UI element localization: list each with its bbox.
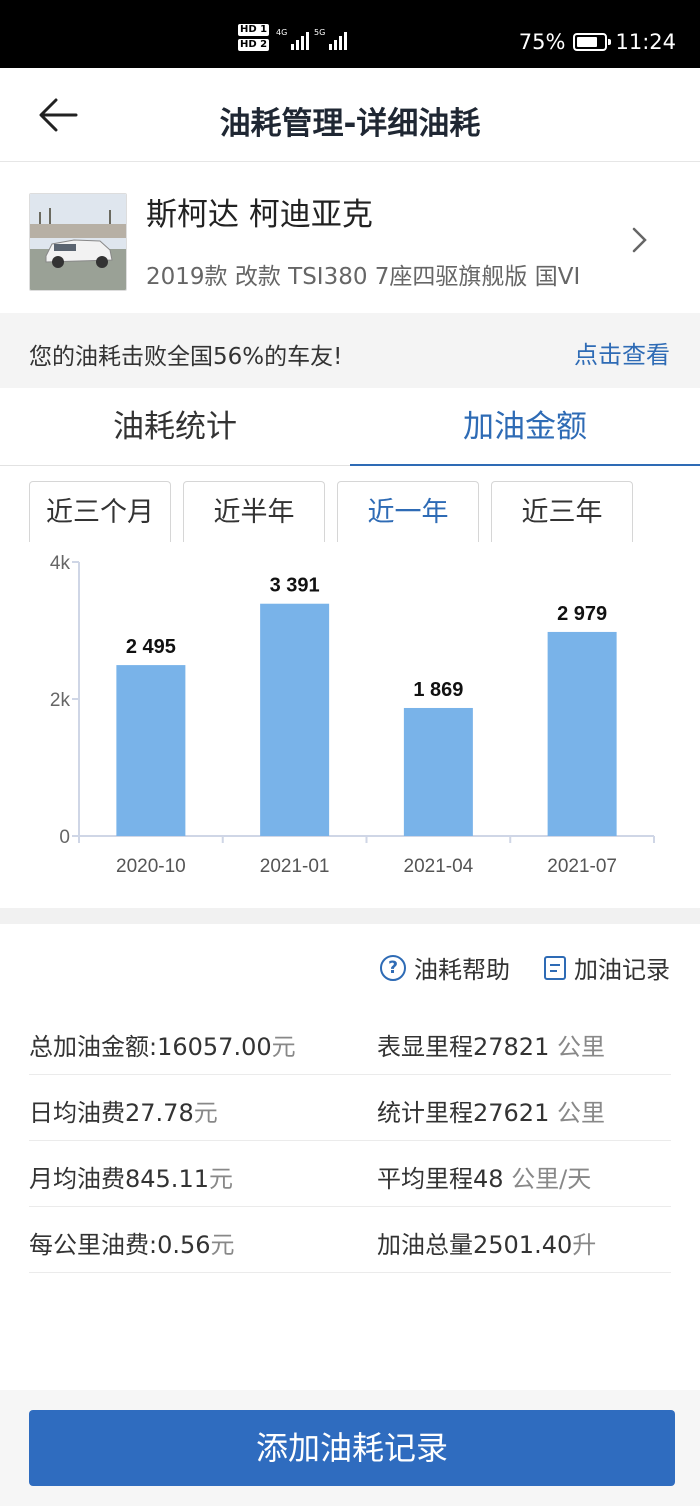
stat-unit: 元	[193, 1099, 218, 1127]
bar-value-label: 2 979	[557, 603, 607, 625]
y-tick-label: 0	[59, 827, 70, 848]
battery-icon	[573, 33, 612, 51]
bar	[260, 603, 330, 836]
bar	[547, 631, 617, 836]
stat-value: 2501.40	[473, 1231, 573, 1259]
stat-tracked-mileage: 统计里程27621 公里	[377, 1093, 605, 1128]
stat-label: 平均里程	[377, 1165, 473, 1193]
period-selector: 近三个月 近半年 近一年 近三年	[0, 466, 700, 542]
tab-fuel-stats[interactable]: 油耗统计	[113, 409, 237, 445]
stat-unit: 元	[271, 1033, 296, 1061]
stat-cost-per-km: 每公里油费:0.56元	[29, 1225, 235, 1260]
hd1-badge: HD 1	[238, 24, 270, 36]
stat-label: 日均油费	[29, 1099, 125, 1127]
back-button[interactable]	[34, 92, 84, 138]
rank-banner: 您的油耗击败全国56%的车友! 点击查看	[0, 313, 700, 388]
stat-row: 月均油费845.11元 平均里程48 公里/天	[29, 1141, 671, 1207]
y-tick-label: 4k	[50, 553, 71, 574]
period-3-years[interactable]: 近三年	[491, 481, 633, 542]
stat-odometer: 表显里程27821 公里	[377, 1027, 605, 1062]
stat-label: 每公里油费	[29, 1231, 149, 1259]
stat-total-amount: 总加油金额:16057.00元	[29, 1027, 296, 1062]
stats-tabs: 油耗统计 加油金额	[0, 388, 700, 467]
hd2-badge: HD 2	[238, 39, 270, 51]
bottom-bar: 添加油耗记录	[0, 1390, 700, 1506]
stat-unit: 升	[572, 1231, 597, 1259]
stats-section: ? 油耗帮助 加油记录 总加油金额:16057.00元 表显里程27821 公里…	[0, 924, 700, 1390]
car-name: 斯柯达 柯迪亚克	[146, 197, 373, 233]
stat-label: 加油总量	[377, 1231, 473, 1259]
refuel-records-button[interactable]: 加油记录	[544, 950, 670, 985]
bar	[116, 665, 186, 836]
x-tick-label: 2021-01	[260, 856, 330, 877]
fuel-help-label: 油耗帮助	[414, 956, 510, 984]
stat-value: 48	[473, 1165, 504, 1193]
bar-value-label: 1 869	[413, 679, 463, 701]
stat-unit: 公里	[557, 1099, 605, 1127]
list-doc-icon	[544, 955, 566, 980]
section-separator	[0, 908, 700, 924]
question-circle-icon: ?	[380, 954, 406, 981]
status-bar: HD 1 HD 2 4G 5G 75% 11:24	[0, 0, 700, 68]
bar-value-label: 2 495	[126, 636, 176, 658]
car-card[interactable]: 斯柯达 柯迪亚克 2019款 改款 TSI380 7座四驱旗舰版 国VI	[0, 163, 700, 313]
stat-unit: 公里	[557, 1033, 605, 1061]
stat-unit: 元	[210, 1231, 235, 1259]
car-thumbnail	[29, 193, 127, 291]
status-right: 75% 11:24	[519, 30, 676, 54]
network-5g-label: 5G	[314, 28, 326, 37]
network-4g-label: 4G	[276, 28, 288, 37]
stat-row: 日均油费27.78元 统计里程27621 公里	[29, 1075, 671, 1141]
bar-value-label: 3 391	[270, 575, 320, 597]
x-tick-label: 2021-04	[404, 856, 474, 877]
stat-daily-cost: 日均油费27.78元	[29, 1093, 218, 1128]
stat-avg-mileage: 平均里程48 公里/天	[377, 1159, 591, 1194]
chevron-right-icon	[628, 225, 650, 255]
x-tick-label: 2021-07	[547, 856, 617, 877]
car-model: 2019款 改款 TSI380 7座四驱旗舰版 国VI	[146, 264, 581, 290]
battery-fill	[577, 37, 597, 47]
refuel-records-label: 加油记录	[574, 956, 670, 984]
stat-label: 统计里程	[377, 1099, 473, 1127]
battery-percent: 75%	[518, 30, 566, 54]
y-tick-label: 2k	[50, 690, 71, 711]
help-row: ? 油耗帮助 加油记录	[346, 950, 670, 985]
period-half-year[interactable]: 近半年	[183, 481, 325, 542]
x-tick-label: 2020-10	[116, 856, 186, 877]
bar	[403, 707, 473, 836]
arrow-left-icon	[39, 98, 78, 132]
stat-label: 表显里程	[377, 1033, 473, 1061]
rank-text: 您的油耗击败全国56%的车友!	[29, 344, 343, 370]
stat-row: 每公里油费:0.56元 加油总量2501.40升	[29, 1207, 671, 1273]
fuel-help-button[interactable]: ? 油耗帮助	[380, 950, 510, 985]
stat-value: :0.56	[149, 1231, 211, 1259]
hd-voice-indicator: HD 1 HD 2	[238, 24, 270, 54]
signal-5g-icon: 5G	[314, 28, 348, 50]
stat-value: 16057.00	[157, 1033, 272, 1061]
refuel-amount-chart: 0 2k 4k 2 495 2020-10 3 391 2021-01 1 869 2021-0…	[0, 542, 700, 908]
app-header: 油耗管理-详细油耗	[0, 68, 700, 162]
period-1-year[interactable]: 近一年	[337, 481, 479, 542]
stat-label: 总加油金额:	[29, 1033, 158, 1061]
stat-label: 月均油费	[29, 1165, 125, 1193]
view-rank-link[interactable]: 点击查看	[574, 341, 670, 369]
stat-row: 总加油金额:16057.00元 表显里程27821 公里	[29, 1009, 671, 1075]
page-title: 油耗管理-详细油耗	[219, 106, 481, 142]
clock: 11:24	[615, 30, 676, 54]
stat-total-fuel: 加油总量2501.40升	[377, 1225, 596, 1260]
stat-value: 27821	[473, 1033, 550, 1061]
stat-monthly-cost: 月均油费845.11元	[29, 1159, 233, 1194]
stat-value: 27621	[473, 1099, 550, 1127]
add-fuel-record-button[interactable]: 添加油耗记录	[29, 1410, 675, 1486]
bar-chart-svg: 0 2k 4k 2 495 2020-10 3 391 2021-01 1 869 2021-0…	[50, 553, 655, 877]
period-3-months[interactable]: 近三个月	[29, 481, 171, 542]
tab-refuel-amount[interactable]: 加油金额	[350, 388, 700, 467]
stat-value: 27.78	[125, 1099, 194, 1127]
stat-unit: 元	[208, 1165, 233, 1193]
stat-value: 845.11	[125, 1165, 209, 1193]
signal-4g-icon: 4G	[276, 28, 310, 50]
stat-unit: 公里/天	[511, 1165, 592, 1193]
